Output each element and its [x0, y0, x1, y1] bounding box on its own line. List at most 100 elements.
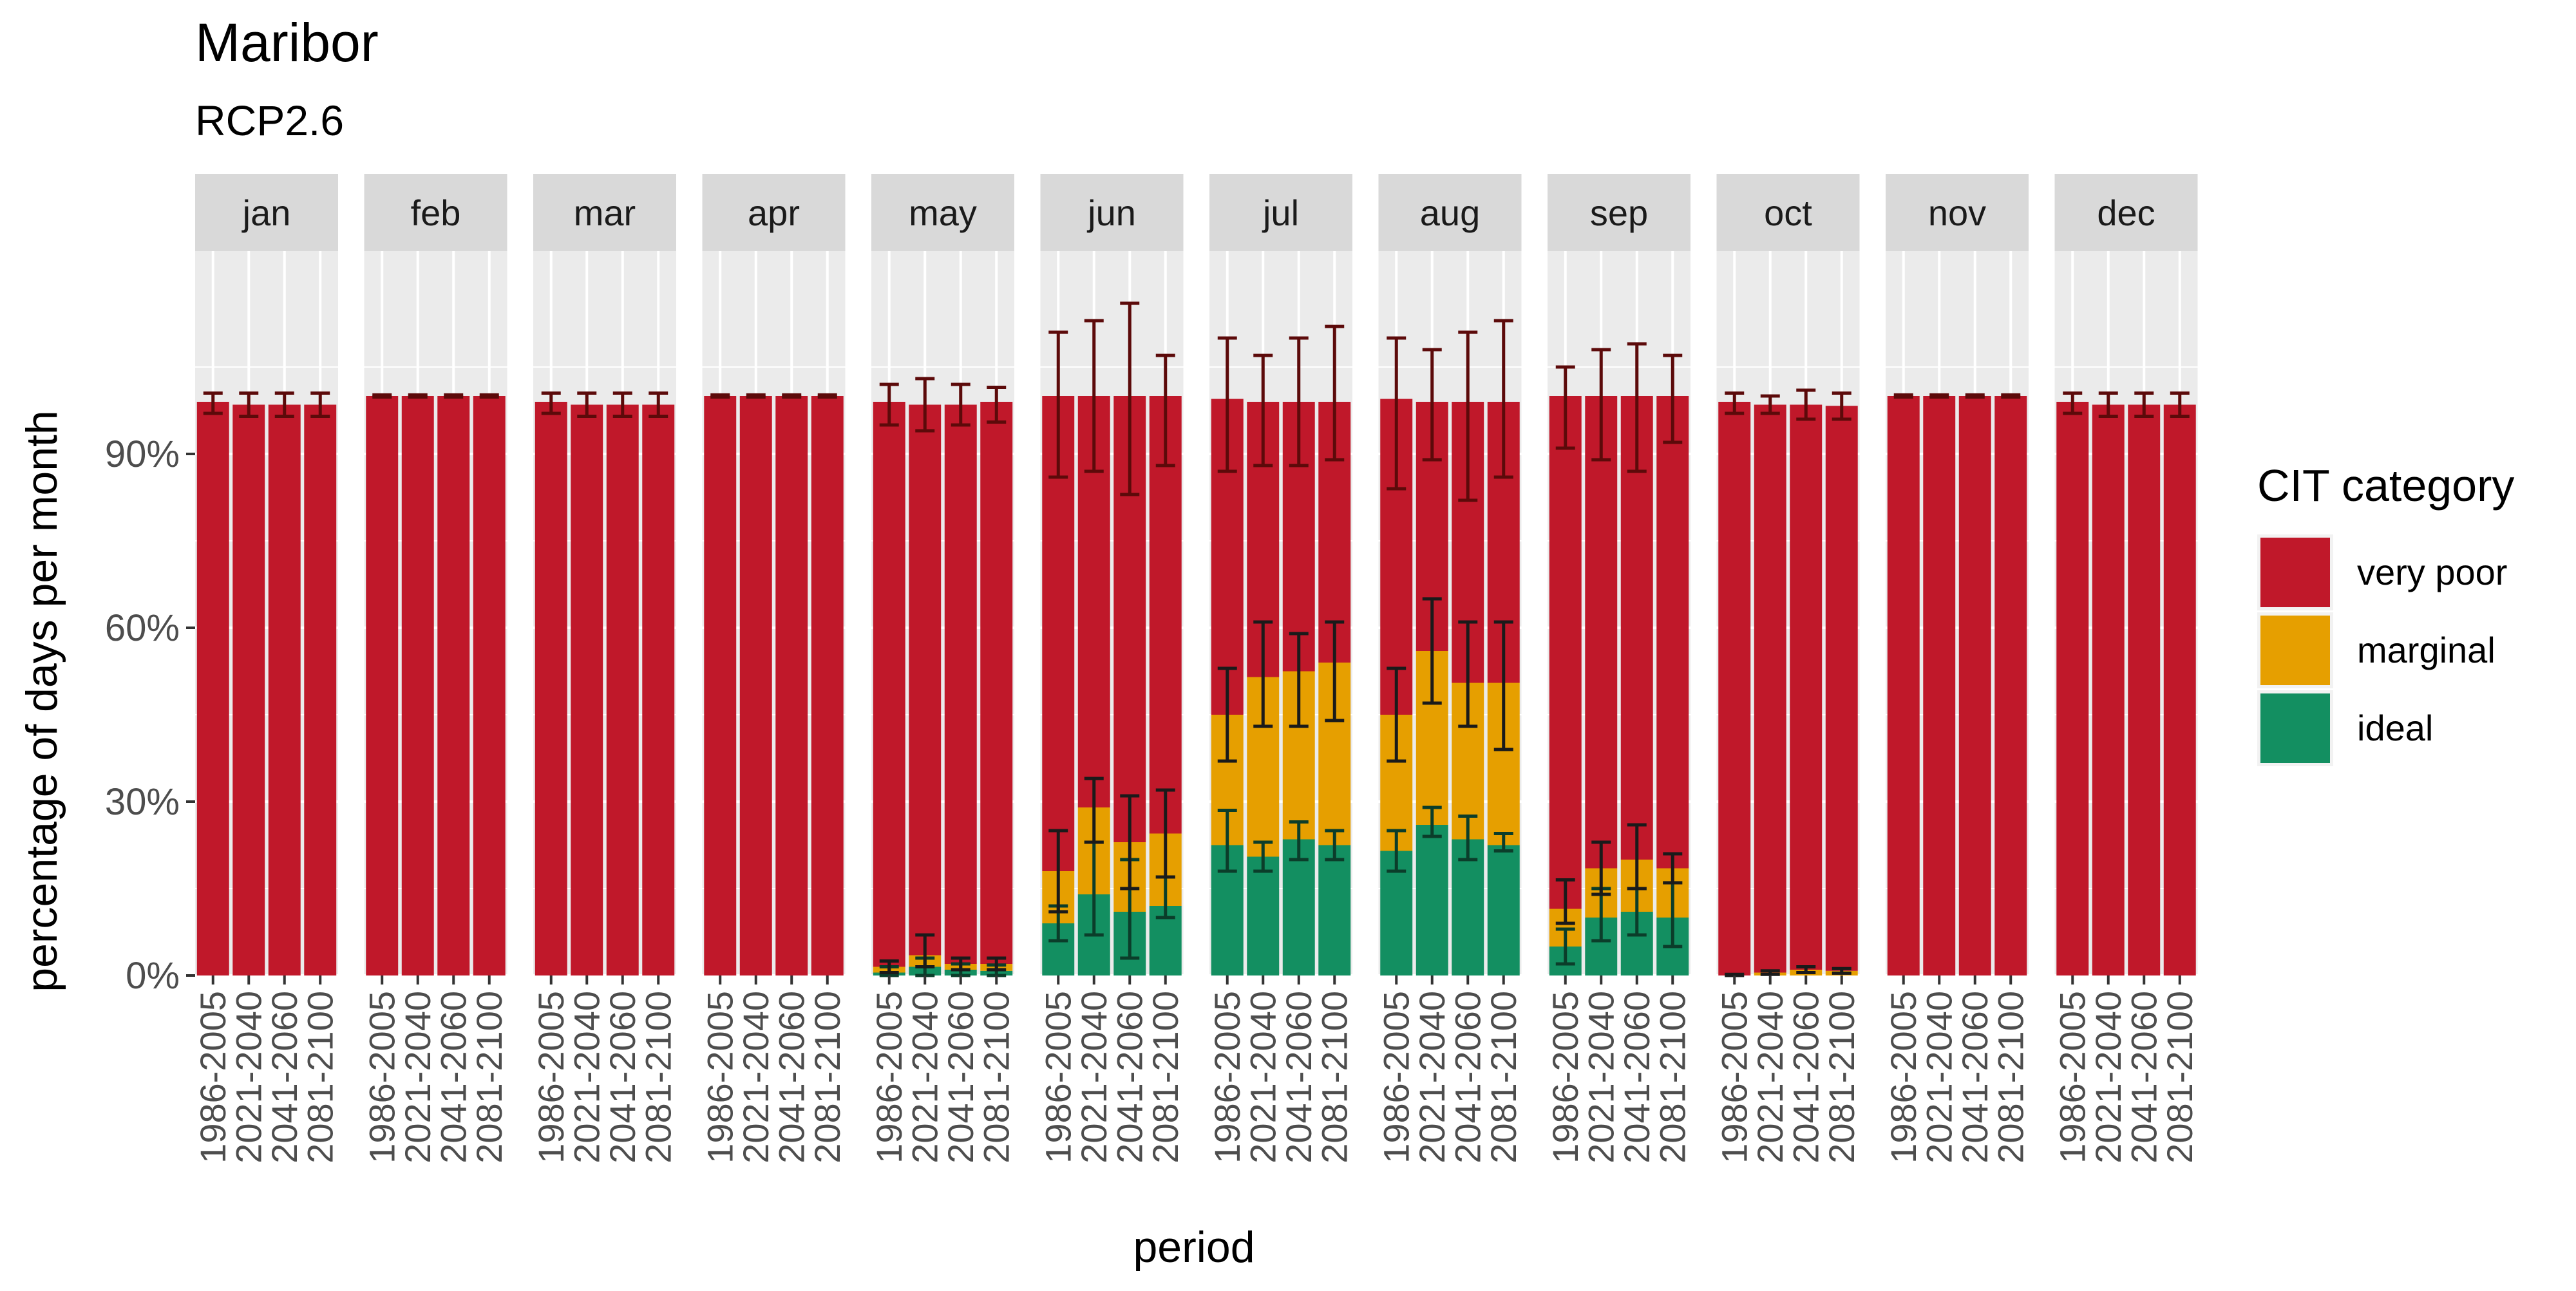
- facet-strip-label: aug: [1420, 193, 1480, 233]
- x-tick-label: 2021-2040: [735, 991, 776, 1164]
- x-tick-label: 1986-2005: [193, 991, 233, 1164]
- legend: very poor marginal ideal: [2257, 534, 2507, 766]
- x-tick-label: 1986-2005: [869, 991, 909, 1164]
- bar-ideal-jul-2041-2060: [1282, 839, 1315, 975]
- x-tick-label: 2021-2040: [1412, 991, 1452, 1164]
- bar-very-poor-mar-2041-2060: [606, 404, 639, 975]
- legend-label: ideal: [2357, 708, 2433, 748]
- bar-very-poor-dec-1986-2005: [2056, 402, 2089, 975]
- bar-very-poor-mar-2021-2040: [571, 404, 603, 975]
- x-tick-label: 2081-2100: [1314, 991, 1354, 1164]
- x-tick-label: 1986-2005: [1714, 991, 1754, 1164]
- x-tick-label: 2081-2100: [1483, 991, 1524, 1164]
- y-tick-label: 0%: [126, 955, 180, 997]
- y-tick-label: 60%: [105, 607, 180, 649]
- bar-very-poor-mar-1986-2005: [535, 402, 567, 975]
- facet-panels: jan1986-20052021-20402041-20602081-2100f…: [193, 174, 2200, 1164]
- x-tick-label: 2021-2040: [397, 991, 438, 1164]
- bar-very-poor-apr-2081-2100: [811, 396, 844, 975]
- bar-very-poor-mar-2081-2100: [642, 404, 675, 975]
- facet-strip-label: jun: [1086, 193, 1136, 233]
- x-tick-label: 2021-2040: [566, 991, 607, 1164]
- x-tick-label: 2081-2100: [1821, 991, 1862, 1164]
- chart-title: Maribor: [195, 12, 379, 73]
- facet-strip-label: nov: [1928, 193, 1986, 233]
- bar-very-poor-oct-2041-2060: [1790, 404, 1823, 970]
- x-tick-label: 2041-2060: [1447, 991, 1488, 1164]
- facet-strip: [702, 174, 846, 251]
- bar-ideal-jul-2021-2040: [1247, 856, 1280, 975]
- x-tick-label: 2081-2100: [2159, 991, 2200, 1164]
- x-tick-label: 2041-2060: [264, 991, 305, 1164]
- bar-very-poor-feb-2081-2100: [473, 396, 506, 975]
- facet-strip-label: apr: [748, 193, 800, 233]
- facet-strip-label: dec: [2097, 193, 2155, 233]
- x-tick-label: 2081-2100: [1145, 991, 1186, 1164]
- x-tick-label: 2021-2040: [2088, 991, 2128, 1164]
- bar-very-poor-sep-1986-2005: [1549, 396, 1582, 909]
- bar-very-poor-jun-2081-2100: [1149, 396, 1182, 834]
- bar-very-poor-nov-2021-2040: [1923, 396, 1956, 975]
- facet-strip: [1548, 174, 1690, 251]
- bar-ideal-aug-2021-2040: [1416, 825, 1448, 975]
- x-tick-label: 2041-2060: [1278, 991, 1319, 1164]
- y-tick-label: 90%: [105, 433, 180, 475]
- x-tick-label: 2041-2060: [940, 991, 981, 1164]
- y-axis-label: percentage of days per month: [17, 410, 66, 992]
- bar-very-poor-oct-1986-2005: [1718, 402, 1751, 975]
- x-tick-label: 2021-2040: [1242, 991, 1283, 1164]
- x-tick-label: 2081-2100: [976, 991, 1016, 1164]
- bar-very-poor-may-2041-2060: [944, 404, 977, 964]
- x-tick-label: 2021-2040: [1750, 991, 1790, 1164]
- facet-strip: [364, 174, 507, 251]
- facet-strip: [871, 174, 1014, 251]
- bar-very-poor-nov-1986-2005: [1887, 396, 1920, 975]
- x-tick-label: 2041-2060: [1109, 991, 1150, 1164]
- facet-strip-label: oct: [1764, 193, 1812, 233]
- legend-swatch: [2260, 616, 2330, 685]
- legend-swatch: [2260, 693, 2330, 763]
- bar-ideal-jul-2081-2100: [1318, 845, 1351, 975]
- bar-very-poor-oct-2021-2040: [1754, 404, 1786, 973]
- legend-item-marginal: marginal: [2257, 612, 2496, 688]
- legend-label: very poor: [2357, 552, 2507, 592]
- bar-very-poor-sep-2081-2100: [1656, 396, 1689, 869]
- facet-strip: [195, 174, 338, 251]
- facet-strip-label: mar: [574, 193, 636, 233]
- facet-strip: [1378, 174, 1522, 251]
- legend-swatch: [2260, 538, 2330, 607]
- x-tick-label: 1986-2005: [361, 991, 402, 1164]
- x-axis-label: period: [1133, 1223, 1255, 1272]
- chart-subtitle: RCP2.6: [195, 97, 344, 144]
- bar-very-poor-apr-2021-2040: [739, 396, 772, 975]
- x-tick-label: 1986-2005: [1207, 991, 1247, 1164]
- x-tick-label: 2041-2060: [1785, 991, 1826, 1164]
- x-tick-label: 2081-2100: [638, 991, 678, 1164]
- x-tick-label: 2041-2060: [1616, 991, 1657, 1164]
- x-tick-label: 1986-2005: [531, 991, 571, 1164]
- legend-title: CIT category: [2257, 460, 2514, 511]
- bar-very-poor-jan-2021-2040: [232, 404, 265, 975]
- x-tick-label: 2041-2060: [433, 991, 473, 1164]
- bar-very-poor-feb-2041-2060: [437, 396, 470, 975]
- bar-very-poor-apr-1986-2005: [704, 396, 737, 975]
- x-tick-label: 2081-2100: [469, 991, 509, 1164]
- facet-strip: [1886, 174, 2029, 251]
- x-tick-label: 2021-2040: [1074, 991, 1114, 1164]
- y-tick-label: 30%: [105, 781, 180, 823]
- bar-very-poor-feb-1986-2005: [366, 396, 399, 975]
- bar-very-poor-jan-2041-2060: [268, 404, 301, 975]
- legend-label: marginal: [2357, 630, 2496, 670]
- facet-strip: [1040, 174, 1184, 251]
- x-tick-label: 2081-2100: [1652, 991, 1692, 1164]
- x-tick-label: 2021-2040: [904, 991, 945, 1164]
- x-tick-label: 2081-2100: [1990, 991, 2031, 1164]
